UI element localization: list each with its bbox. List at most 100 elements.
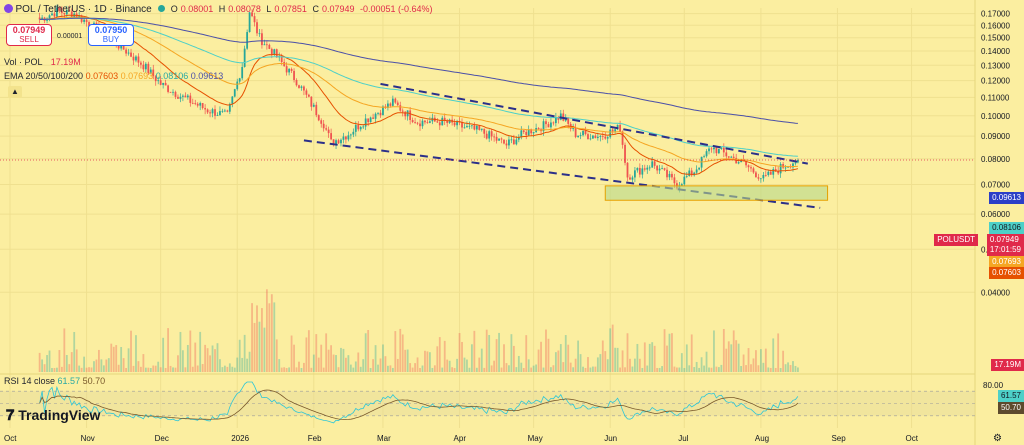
candle-body bbox=[725, 152, 728, 157]
collapse-legend-button[interactable]: ▲ bbox=[8, 86, 22, 98]
volume-bar bbox=[394, 331, 397, 372]
candle-body bbox=[352, 131, 355, 135]
volume-bar bbox=[433, 365, 436, 372]
volume-bar bbox=[451, 367, 454, 372]
candle-body bbox=[256, 22, 258, 34]
candle-body bbox=[604, 136, 607, 139]
volume-bar bbox=[191, 366, 194, 372]
candle-body bbox=[666, 169, 668, 178]
volume-bar bbox=[263, 327, 266, 372]
candle-body bbox=[456, 120, 458, 126]
volume-bar bbox=[722, 328, 725, 372]
candle-body bbox=[211, 109, 214, 114]
candle-body bbox=[495, 136, 498, 141]
candle-body bbox=[722, 147, 725, 153]
volume-bar bbox=[727, 341, 730, 372]
ema-legend[interactable]: EMA 20/50/100/200 0.07603 0.07693 0.0810… bbox=[4, 71, 223, 81]
volume-bar bbox=[495, 339, 498, 372]
volume-bar bbox=[117, 364, 120, 372]
candle-body bbox=[532, 132, 535, 134]
ema100-legend-value: 0.08106 bbox=[155, 71, 189, 81]
volume-bar bbox=[554, 352, 557, 372]
volume-bar bbox=[387, 365, 389, 372]
volume-bar bbox=[401, 334, 404, 372]
sell-button[interactable]: 0.07949 SELL bbox=[6, 24, 52, 46]
volume-bar bbox=[248, 351, 251, 372]
volume-bar bbox=[201, 364, 204, 372]
volume-bar bbox=[616, 347, 619, 372]
close-label: C bbox=[312, 4, 319, 14]
volume-bar bbox=[325, 333, 328, 372]
volume-bar bbox=[705, 351, 708, 372]
volume-bar bbox=[63, 328, 66, 372]
volume-bar bbox=[182, 350, 184, 372]
volume-bar bbox=[283, 367, 286, 372]
candle-body bbox=[599, 135, 602, 137]
volume-bar bbox=[488, 334, 491, 372]
volume-bar bbox=[367, 330, 370, 372]
volume-bar bbox=[414, 363, 416, 372]
candle-body bbox=[243, 48, 246, 67]
volume-bar bbox=[500, 367, 503, 372]
volume-legend[interactable]: Vol · POL 17.19M bbox=[4, 57, 81, 67]
volume-bar bbox=[251, 303, 253, 372]
candle-body bbox=[372, 117, 374, 119]
settings-icon[interactable]: ⚙ bbox=[993, 433, 1002, 444]
candle-body bbox=[184, 95, 187, 98]
volume-bar bbox=[53, 367, 56, 372]
rsi-ma-legend-value: 50.70 bbox=[82, 376, 106, 386]
volume-bar bbox=[668, 333, 671, 372]
volume-bar bbox=[671, 333, 673, 372]
candle-body bbox=[231, 96, 234, 104]
candle-body bbox=[389, 103, 392, 106]
tradingview-logo-icon: 𝟕 bbox=[6, 407, 15, 424]
volume-bar bbox=[43, 364, 46, 372]
symbol-title[interactable]: POL / TetherUS · 1D · Binance bbox=[15, 4, 152, 15]
ohlc-values: O 0.08001 H 0.08078 L 0.07851 C 0.07949 -0.0… bbox=[171, 4, 436, 14]
candle-body bbox=[609, 129, 612, 138]
candle-body bbox=[140, 62, 142, 65]
ema200-line bbox=[39, 17, 798, 124]
candle-body bbox=[737, 162, 740, 164]
candle-body bbox=[750, 167, 752, 169]
volume-bar bbox=[137, 361, 140, 372]
ema100-tag: 0.08106 bbox=[989, 222, 1024, 234]
volume-bar bbox=[542, 367, 545, 372]
candle-body bbox=[522, 130, 525, 132]
candle-body bbox=[688, 170, 691, 177]
volume-bar bbox=[614, 347, 617, 372]
volume-bar bbox=[421, 365, 424, 372]
volume-bar bbox=[219, 359, 221, 372]
volume-bar bbox=[520, 362, 523, 372]
volume-bar bbox=[779, 367, 782, 372]
candle-body bbox=[78, 15, 81, 18]
volume-bar bbox=[359, 366, 362, 372]
volume-bar bbox=[596, 357, 599, 372]
time-tick-label: Jul bbox=[678, 434, 688, 443]
candle-body bbox=[584, 130, 587, 135]
volume-bar bbox=[226, 366, 229, 372]
candle-body bbox=[424, 120, 426, 123]
volume-bar bbox=[473, 330, 476, 372]
volume-bar bbox=[461, 341, 463, 372]
volume-bar bbox=[535, 364, 538, 372]
volume-bar bbox=[238, 339, 241, 372]
buy-button[interactable]: 0.07950 BUY bbox=[88, 24, 134, 46]
candle-body bbox=[626, 162, 629, 178]
volume-bar bbox=[46, 355, 48, 372]
candle-body bbox=[611, 129, 614, 132]
time-tick-label: Apr bbox=[454, 434, 467, 443]
market-status-icon bbox=[158, 5, 166, 12]
volume-bar bbox=[315, 334, 318, 372]
volume-bar bbox=[352, 367, 355, 372]
candle-body bbox=[144, 63, 147, 70]
candle-body bbox=[265, 44, 268, 46]
candle-body bbox=[340, 139, 342, 144]
tradingview-logo: 𝟕 TradingView bbox=[6, 407, 100, 424]
volume-bar bbox=[769, 367, 772, 372]
rsi-legend[interactable]: RSI 14 close 61.57 50.70 bbox=[4, 376, 105, 386]
time-tick-label: Feb bbox=[308, 434, 322, 443]
time-tick-label: Oct bbox=[4, 434, 17, 443]
candle-body bbox=[327, 129, 330, 134]
